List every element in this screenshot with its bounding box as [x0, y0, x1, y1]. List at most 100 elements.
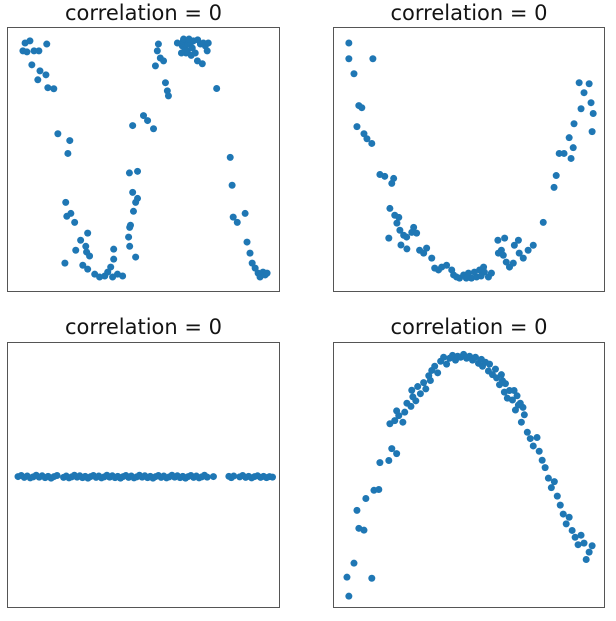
scatter-point: [66, 137, 74, 145]
scatter-point: [241, 209, 249, 217]
scatter-point: [129, 207, 137, 215]
scatter-point: [375, 486, 383, 494]
scatter-point: [230, 472, 238, 480]
scatter-point: [552, 172, 560, 180]
subplot-title-top-right: correlation = 0: [390, 1, 548, 25]
scatter-point: [110, 245, 118, 253]
scatter-point: [515, 249, 523, 257]
scatter-point: [426, 376, 434, 384]
scatter-point: [403, 233, 411, 241]
scatter-point: [526, 435, 534, 443]
scatter-point: [126, 223, 134, 231]
scatter-point: [574, 541, 582, 549]
scatter-point: [570, 120, 578, 128]
scatter-point: [533, 434, 541, 442]
scatter-point: [514, 401, 522, 409]
scatter-point: [61, 259, 69, 267]
scatter-point: [43, 40, 51, 48]
scatter-point: [539, 218, 547, 226]
scatter-plot-top-right: [333, 27, 605, 292]
scatter-point: [213, 84, 221, 92]
scatter-point: [134, 167, 142, 175]
scatter-point: [203, 47, 211, 55]
scatter-point: [86, 252, 94, 260]
scatter-point: [153, 47, 161, 55]
scatter-point: [565, 513, 573, 521]
scatter-point: [428, 254, 436, 262]
scatter-point: [499, 251, 507, 259]
scatter-point: [571, 533, 579, 541]
scatter-point: [523, 428, 531, 436]
scatter-point: [401, 408, 409, 416]
scatter-point: [345, 592, 353, 600]
scatter-point: [233, 218, 241, 226]
scatter-point: [569, 144, 577, 152]
scatter-point: [560, 149, 568, 157]
scatter-point: [589, 109, 597, 117]
scatter-point: [440, 353, 448, 361]
scatter-point: [486, 360, 494, 368]
scatter-point: [420, 379, 428, 387]
scatter-point: [577, 531, 585, 539]
scatter-point: [154, 40, 162, 48]
scatter-point: [588, 128, 596, 136]
scatter-point: [110, 255, 118, 263]
scatter-point: [520, 411, 528, 419]
scatter-point: [369, 55, 377, 63]
scatter-point: [541, 464, 549, 472]
scatter-point: [575, 79, 583, 87]
scatter-point: [67, 209, 75, 217]
scatter-point: [550, 183, 558, 191]
scatter-point: [509, 259, 517, 267]
subplot-title-bottom-left: correlation = 0: [65, 315, 222, 339]
scatter-point: [119, 272, 127, 280]
scatter-point: [107, 263, 115, 271]
scatter-point: [393, 407, 401, 415]
scatter-point: [501, 234, 509, 242]
scatter-point: [391, 417, 399, 425]
scatter-point: [393, 450, 401, 458]
scatter-point: [132, 253, 140, 261]
scatter-point: [125, 169, 133, 177]
scatter-point: [408, 386, 416, 394]
scatter-point: [180, 35, 188, 43]
scatter-point: [144, 117, 152, 125]
scatter-point: [555, 149, 563, 157]
scatter-point: [559, 510, 567, 518]
scatter-point: [23, 48, 31, 56]
scatter-point: [390, 174, 398, 182]
scatter-point: [422, 385, 430, 393]
scatter-point: [53, 472, 61, 480]
scatter-point: [524, 246, 532, 254]
scatter-point: [448, 266, 456, 274]
scatter-point: [64, 149, 72, 157]
scatter-point: [471, 353, 479, 361]
scatter-point: [150, 125, 158, 133]
scatter-point: [84, 229, 92, 237]
scatter-point: [535, 447, 543, 455]
scatter-point: [556, 501, 564, 509]
scatter-point: [514, 236, 522, 244]
scatter-point: [431, 362, 439, 370]
scatter-point: [36, 67, 44, 75]
scatter-point: [497, 371, 505, 379]
scatter-point: [194, 36, 202, 44]
scatter-point: [187, 51, 195, 59]
scatter-point: [26, 37, 34, 45]
scatter-point: [477, 272, 485, 280]
scatter-point: [243, 238, 251, 246]
scatter-point: [513, 392, 521, 400]
scatter-point: [407, 402, 415, 410]
scatter-point: [229, 213, 237, 221]
scatter-point: [567, 154, 575, 162]
scatter-point: [343, 573, 351, 581]
scatter-point: [209, 473, 217, 481]
scatter-point: [358, 104, 366, 112]
scatter-point: [353, 506, 361, 514]
scatter-point: [577, 105, 585, 113]
scatter-point: [462, 274, 470, 282]
scatter-point: [35, 47, 43, 55]
scatter-point: [368, 574, 376, 582]
scatter-point: [395, 213, 403, 221]
